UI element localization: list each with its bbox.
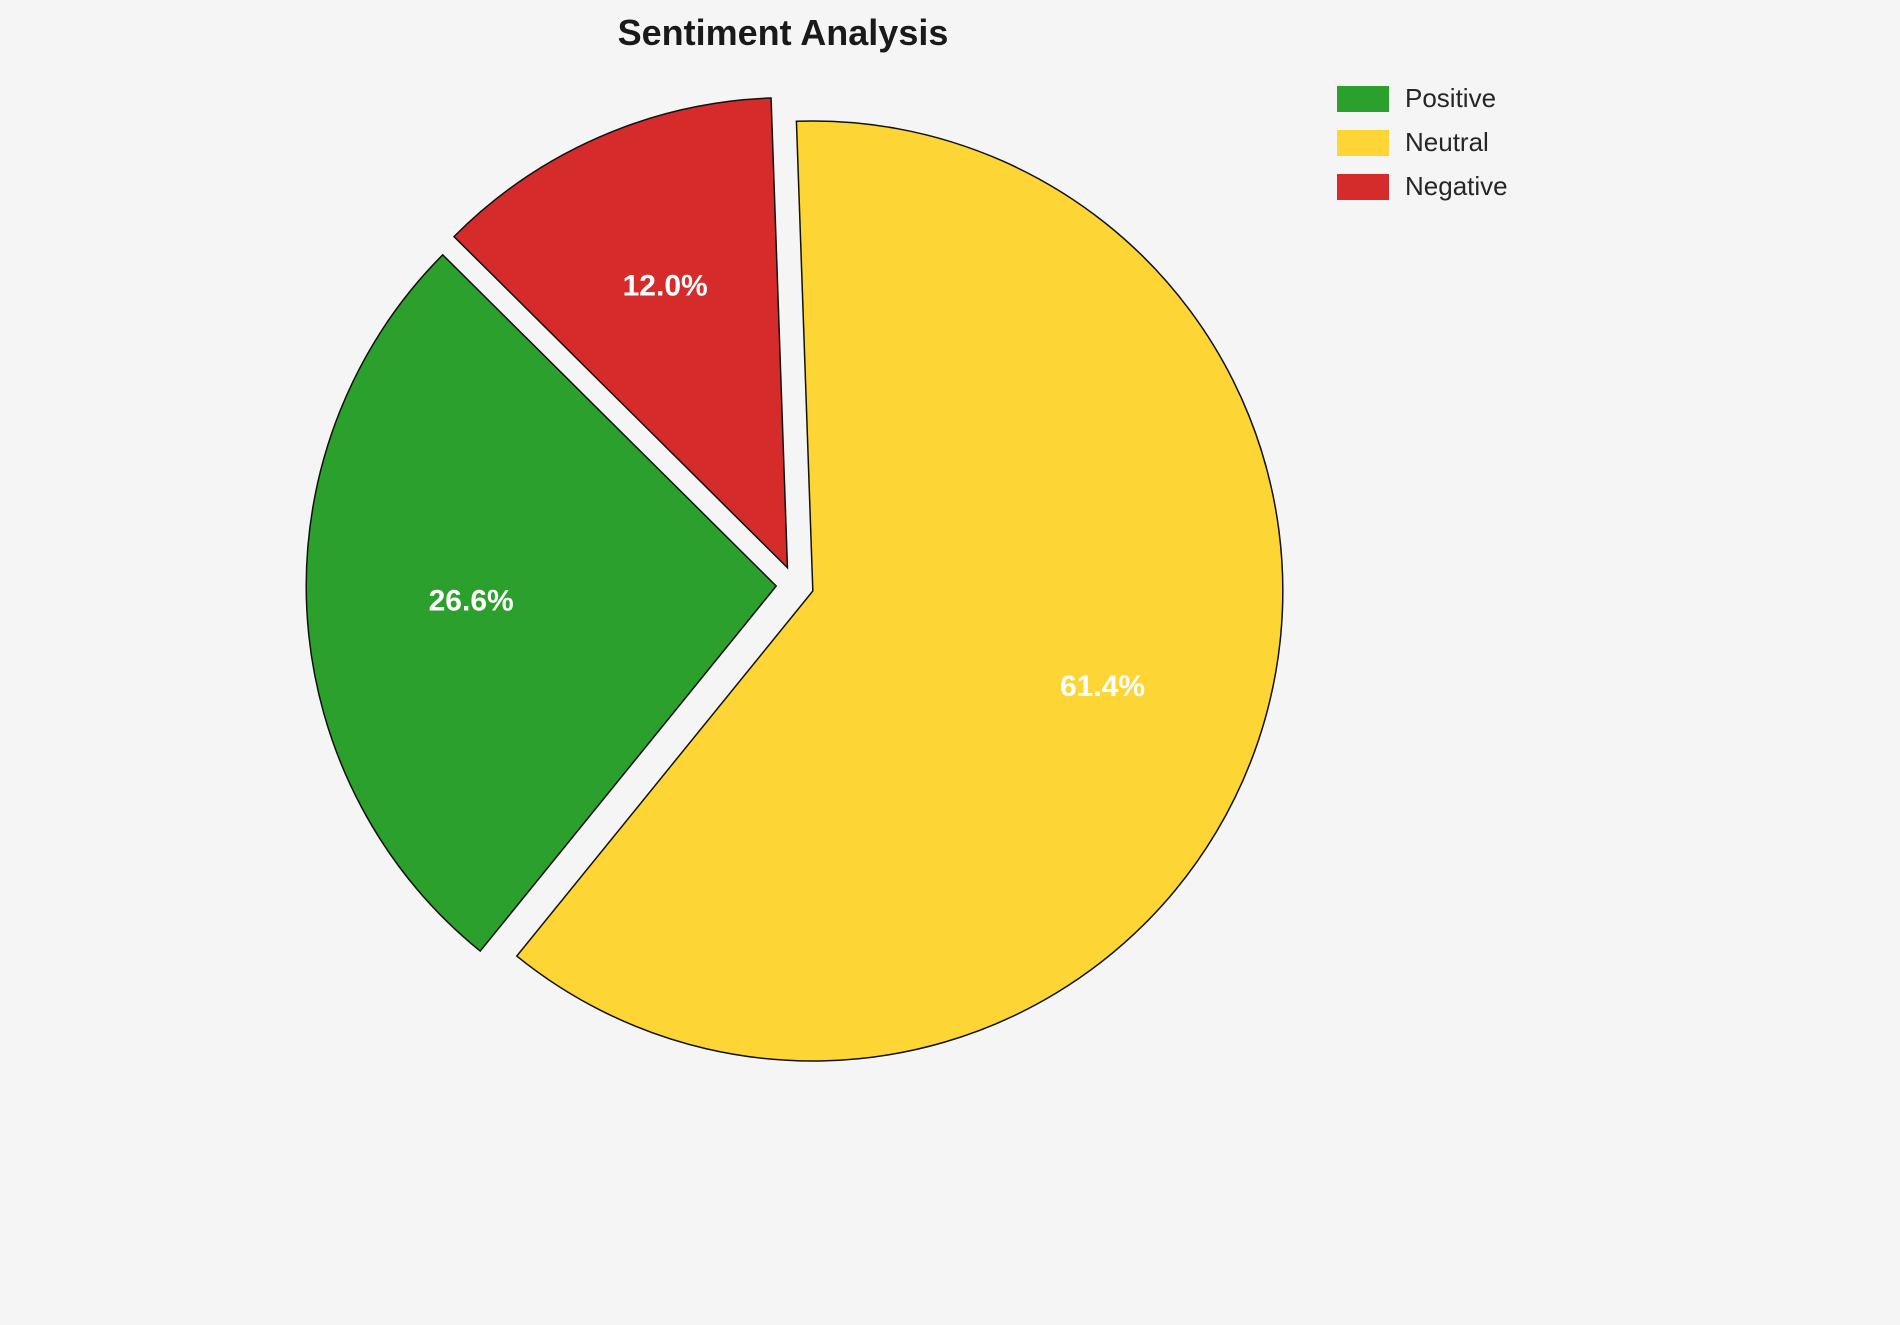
legend-item-neutral: Neutral bbox=[1337, 127, 1508, 158]
legend: Positive Neutral Negative bbox=[1337, 83, 1508, 202]
legend-item-positive: Positive bbox=[1337, 83, 1508, 114]
slice-label-neutral: 61.4% bbox=[1060, 670, 1145, 703]
pie-slice-neutral bbox=[515, 120, 1284, 1062]
legend-label-positive: Positive bbox=[1405, 83, 1497, 113]
legend-swatch-negative bbox=[1337, 173, 1389, 200]
legend-swatch-neutral bbox=[1337, 129, 1389, 156]
legend-swatch-positive bbox=[1337, 85, 1389, 112]
legend-item-negative: Negative bbox=[1337, 171, 1508, 202]
slice-label-positive: 26.6% bbox=[429, 584, 514, 617]
slice-label-negative: 12.0% bbox=[623, 270, 708, 303]
pie-slice-negative bbox=[452, 97, 789, 570]
pie-slice-positive bbox=[305, 253, 778, 953]
legend-label-neutral: Neutral bbox=[1405, 127, 1489, 157]
legend-label-negative: Negative bbox=[1405, 171, 1508, 201]
chart-title: Sentiment Analysis bbox=[617, 12, 949, 53]
